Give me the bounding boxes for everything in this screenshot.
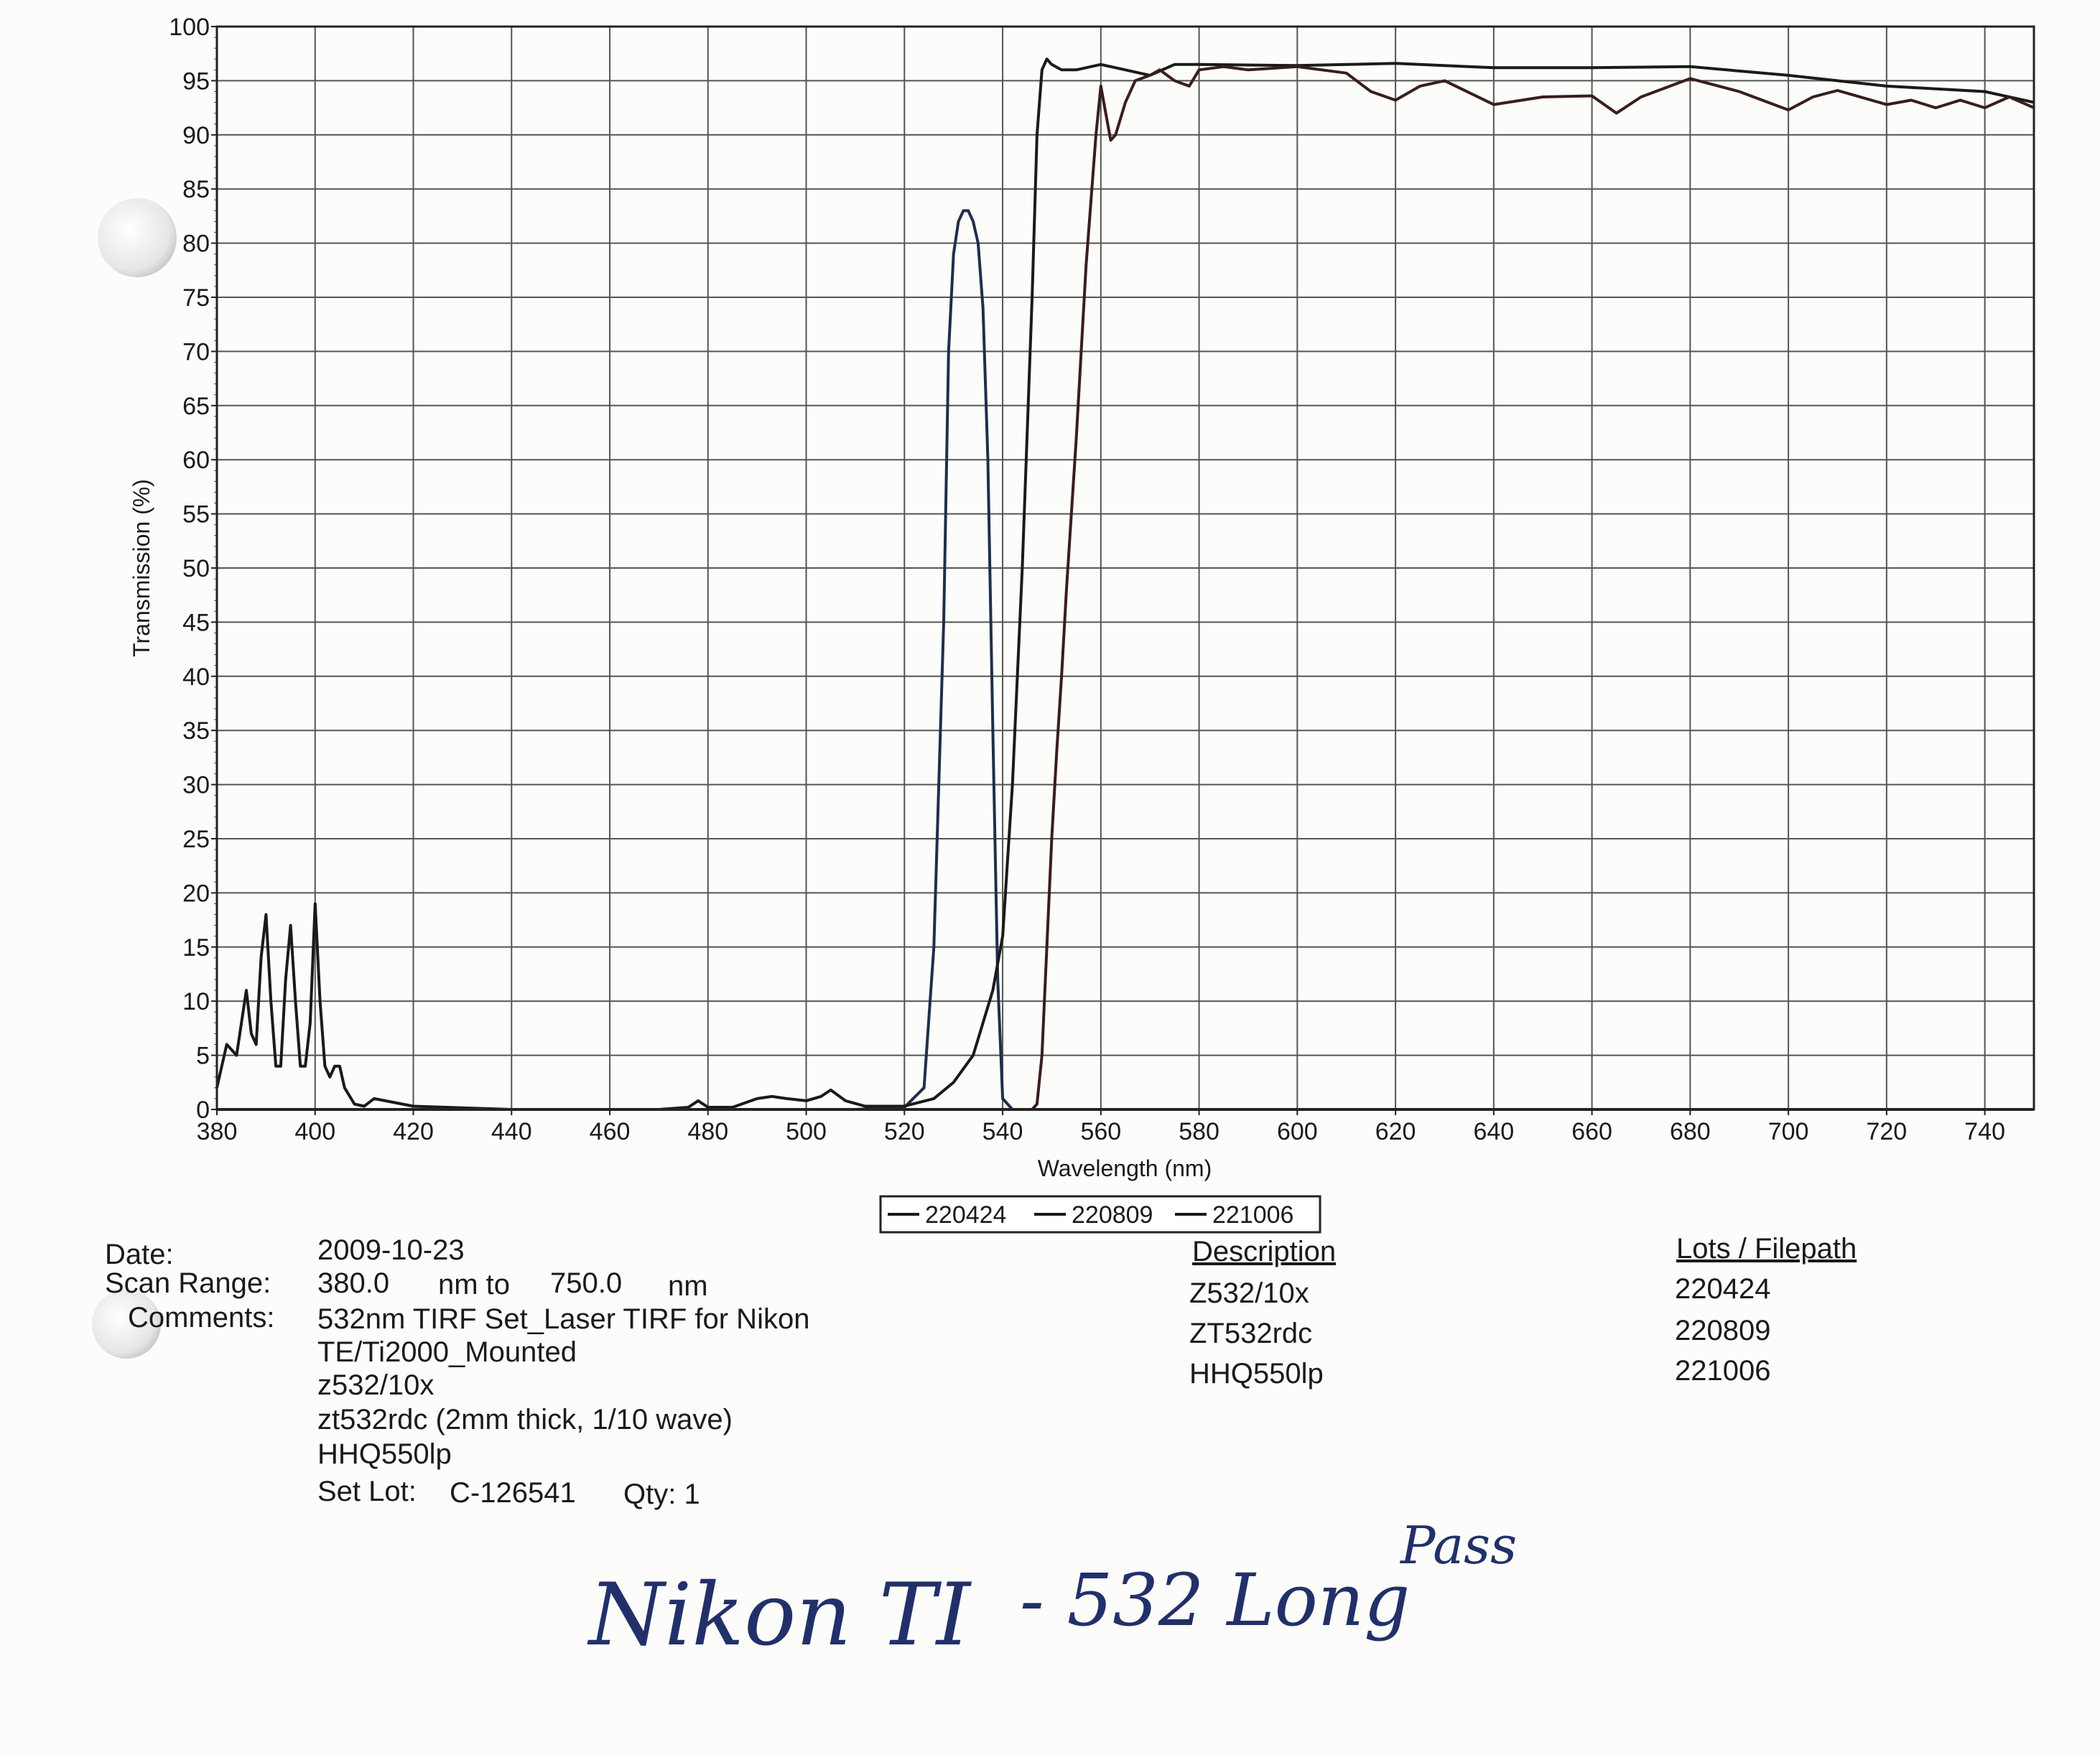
y-tick-label: 90 (182, 122, 210, 149)
x-tick-label: 420 (393, 1118, 434, 1145)
comment-line: z532/10x (317, 1369, 435, 1401)
lot-item: 221006 (1675, 1355, 1771, 1387)
qty: Qty: 1 (623, 1479, 700, 1510)
scan-unit-to: nm to (438, 1269, 511, 1300)
x-tick-label: 740 (1964, 1118, 2005, 1145)
legend-entry: 220809 (1072, 1201, 1153, 1229)
x-tick-label: 520 (884, 1118, 925, 1145)
y-tick-label: 60 (182, 447, 210, 474)
scan-to: 750.0 (550, 1267, 623, 1299)
x-tick-label: 560 (1080, 1118, 1121, 1145)
series-line-220809 (215, 57, 2035, 1111)
description-item: Z532/10x (1189, 1277, 1309, 1309)
plot-frame (215, 25, 2035, 1111)
x-axis-label: Wavelength (nm) (1038, 1155, 1212, 1181)
y-tick-label: 50 (182, 555, 210, 582)
legend: 220424 220809 221006 (879, 1195, 1321, 1234)
y-tick-label: 75 (182, 284, 210, 312)
x-tick-label: 540 (982, 1118, 1023, 1145)
handwritten-note-3: Pass (1400, 1515, 1518, 1575)
x-tick-label: 480 (687, 1118, 728, 1145)
x-tick-label: 600 (1277, 1118, 1318, 1145)
x-tick-label: 680 (1670, 1118, 1711, 1145)
legend-box (879, 1195, 1321, 1234)
y-tick-label: 45 (182, 609, 210, 636)
x-tick-label: 580 (1179, 1118, 1219, 1145)
y-tick-label: 0 (196, 1097, 210, 1124)
y-tick-label: 30 (182, 772, 210, 799)
scan-range-label: Scan Range: (105, 1267, 271, 1299)
x-tick-label: 500 (786, 1118, 827, 1145)
lot-item: 220424 (1675, 1273, 1771, 1305)
x-tick-label: 440 (491, 1118, 532, 1145)
comment-line: zt532rdc (2mm thick, 1/10 wave) (317, 1404, 733, 1435)
x-tick-label: 620 (1375, 1118, 1416, 1145)
legend-entry: 221006 (1212, 1201, 1293, 1229)
handwritten-note-1: Nikon TI (589, 1565, 971, 1665)
y-tick-label: 70 (182, 338, 210, 366)
scan-unit: nm (668, 1270, 708, 1302)
y-tick-label: 100 (169, 14, 210, 41)
x-tick-label: 380 (197, 1118, 238, 1145)
y-tick-label: 95 (182, 68, 210, 95)
comment-line: 532nm TIRF Set_Laser TIRF for Nikon (317, 1303, 810, 1335)
x-axis-ticks: 380 400 420 440 460 480 500 520 540 560 580 600 620 6… (197, 1109, 2005, 1145)
comment-line: TE/Ti2000_Mounted (317, 1336, 577, 1368)
y-tick-label: 65 (182, 393, 210, 420)
x-tick-label: 400 (294, 1118, 335, 1145)
set-lot-value: C-126541 (450, 1477, 576, 1509)
lot-item: 220809 (1675, 1315, 1771, 1346)
y-axis-ticks: 0 5 10 15 20 25 30 35 40 45 50 55 60 65 70 75 80 85 90 95 10… (169, 14, 217, 1124)
grid (216, 26, 2034, 1110)
description-item: HHQ550lp (1189, 1358, 1324, 1389)
y-tick-label: 15 (182, 934, 210, 962)
handwritten-note-2: - 532 Long (1020, 1558, 1411, 1642)
punch-hole-bottom (92, 1290, 161, 1359)
series-lines (215, 57, 2035, 1111)
punch-hole-top (98, 198, 177, 277)
x-tick-label: 460 (590, 1118, 631, 1145)
x-tick-label: 640 (1473, 1118, 1514, 1145)
description-header: Description (1192, 1236, 1337, 1267)
x-tick-label: 700 (1768, 1118, 1809, 1145)
comment-line: HHQ550lp (317, 1438, 452, 1470)
y-tick-label: 55 (182, 501, 210, 529)
lots-header: Lots / Filepath (1676, 1233, 1857, 1265)
description-item: ZT532rdc (1189, 1318, 1313, 1349)
y-tick-label: 10 (182, 988, 210, 1015)
y-tick-label: 85 (182, 176, 210, 203)
series-line-220424 (217, 209, 2034, 1111)
x-tick-label: 660 (1571, 1118, 1612, 1145)
y-tick-label: 5 (196, 1043, 210, 1070)
series-line-221006 (217, 65, 2035, 1111)
y-axis-label: Transmission (%) (129, 479, 154, 657)
legend-entry: 220424 (925, 1201, 1006, 1229)
y-tick-label: 40 (182, 664, 210, 691)
y-tick-label: 35 (182, 717, 210, 745)
y-tick-label: 80 (182, 231, 210, 258)
scan-from: 380.0 (317, 1267, 390, 1299)
date-value: 2009-10-23 (317, 1234, 465, 1266)
date-label: Date: (105, 1239, 174, 1270)
comments-label: Comments: (128, 1302, 275, 1333)
x-tick-label: 720 (1866, 1118, 1907, 1145)
y-tick-label: 25 (182, 826, 210, 853)
set-lot-label: Set Lot: (317, 1476, 417, 1507)
y-tick-label: 20 (182, 880, 210, 907)
